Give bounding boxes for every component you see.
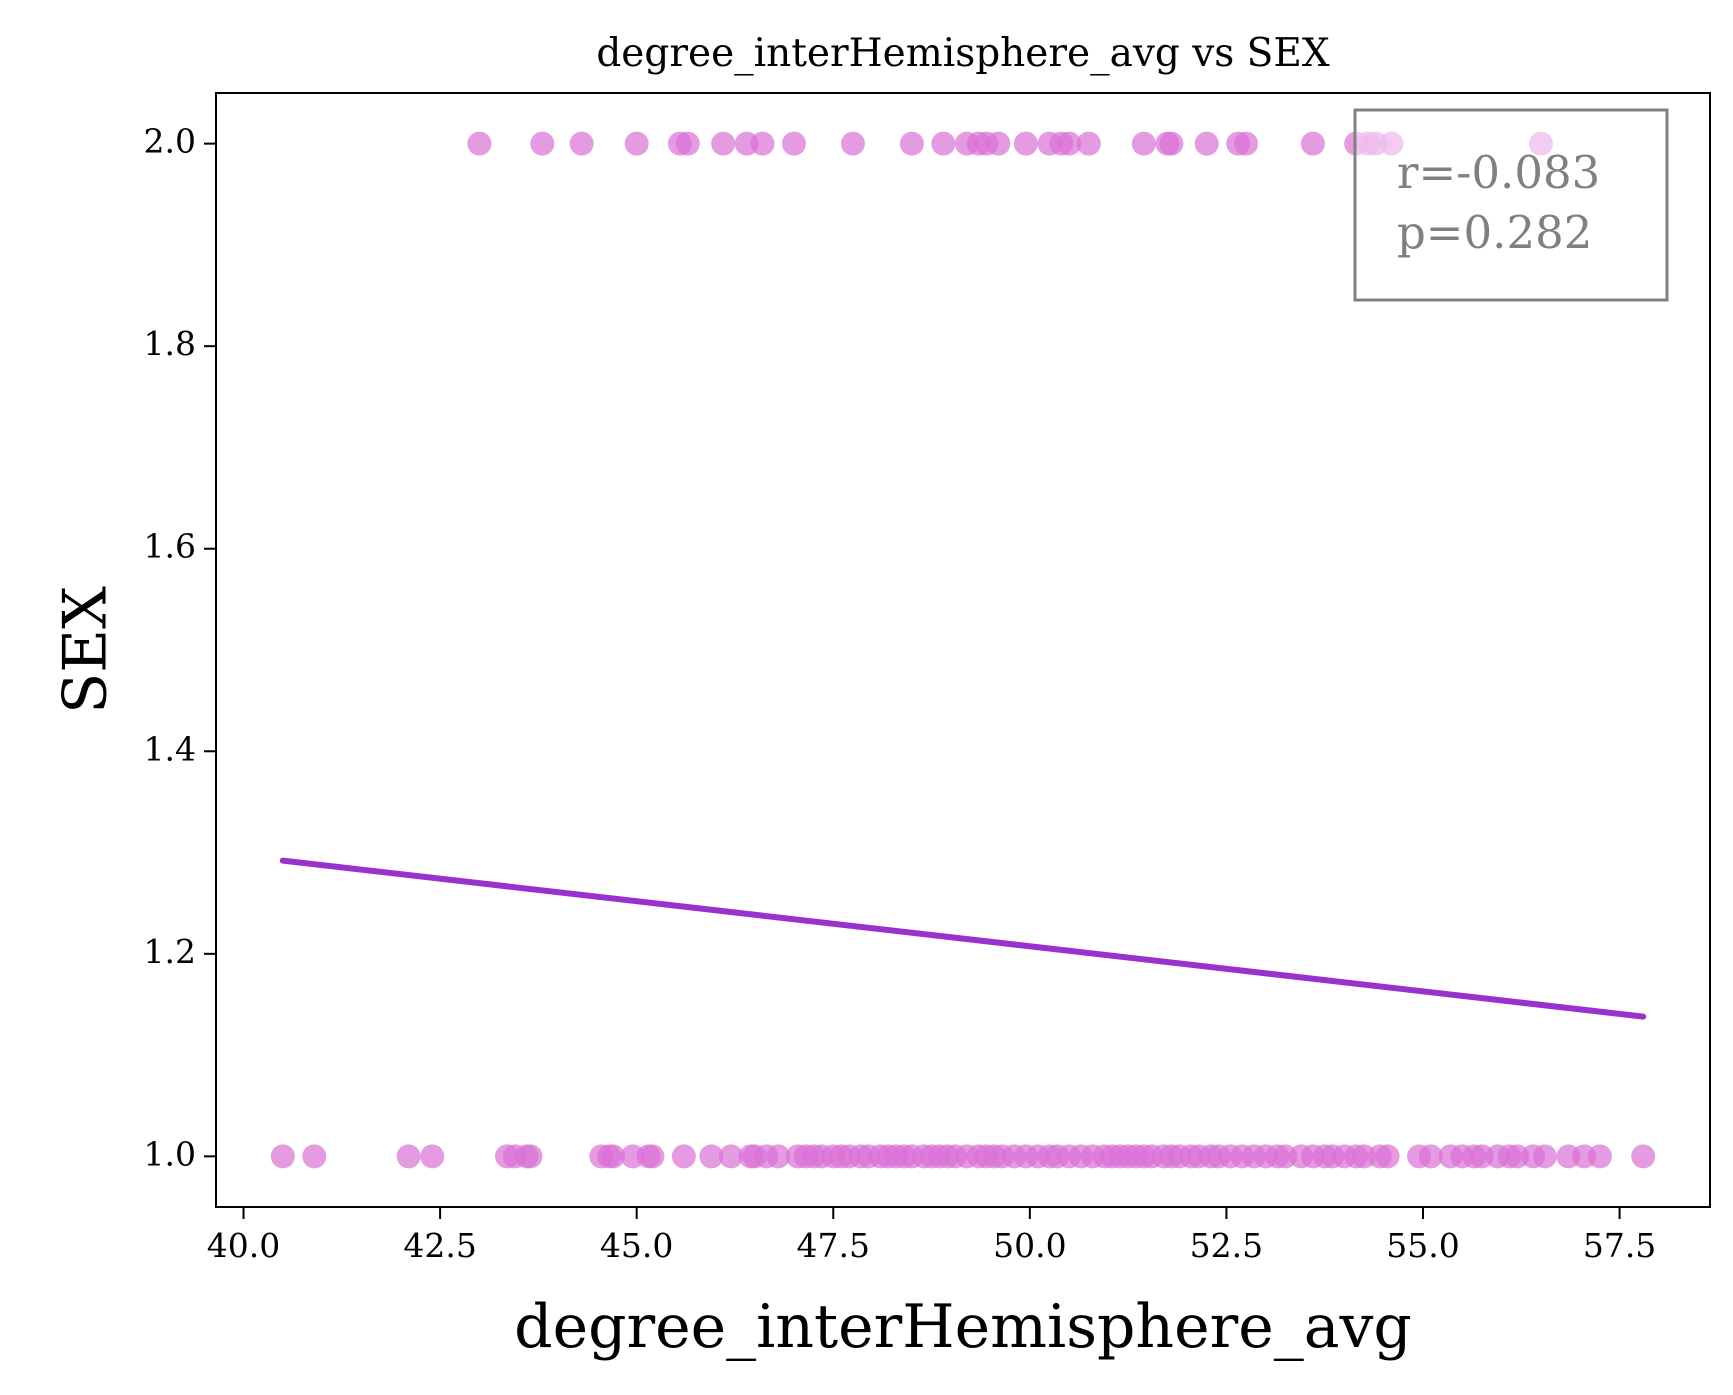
chart-title: degree_interHemisphere_avg vs SEX bbox=[596, 31, 1330, 76]
plot-frame bbox=[215, 92, 1711, 1208]
y-tick-label: 2.0 bbox=[144, 122, 196, 161]
data-point bbox=[1057, 131, 1082, 156]
y-tick-label: 1.2 bbox=[144, 932, 196, 971]
x-tick-label: 55.0 bbox=[1386, 1226, 1459, 1265]
data-point bbox=[1587, 1144, 1612, 1169]
data-point bbox=[467, 131, 492, 156]
annotation-p-value: p=0.282 bbox=[1397, 206, 1592, 259]
y-tick-label: 1.4 bbox=[144, 729, 196, 768]
x-axis-label: degree_interHemisphere_avg bbox=[514, 1292, 1412, 1362]
x-tick-label: 40.0 bbox=[207, 1226, 280, 1265]
data-point bbox=[1532, 1144, 1557, 1169]
x-tick-label: 57.5 bbox=[1583, 1226, 1656, 1265]
data-point bbox=[781, 131, 806, 156]
data-point bbox=[766, 1144, 791, 1169]
y-axis-label: SEX bbox=[51, 586, 121, 714]
data-point bbox=[675, 131, 700, 156]
data-point bbox=[931, 131, 956, 156]
data-point bbox=[396, 1144, 421, 1169]
x-axis: 40.0 42.5 45.0 47.5 50.0 52.5 55.0 57.5 bbox=[207, 1207, 1656, 1265]
x-tick-label: 45.0 bbox=[600, 1226, 673, 1265]
data-point bbox=[569, 131, 594, 156]
data-point bbox=[270, 1144, 295, 1169]
data-point bbox=[1159, 131, 1184, 156]
data-point bbox=[719, 1144, 744, 1169]
annotation-r-value: r=-0.083 bbox=[1397, 146, 1600, 199]
x-tick-label: 42.5 bbox=[403, 1226, 476, 1265]
y-tick-label: 1.8 bbox=[144, 324, 196, 363]
data-point bbox=[1013, 131, 1038, 156]
data-point bbox=[1418, 1144, 1443, 1169]
data-point bbox=[518, 1144, 543, 1169]
data-point bbox=[750, 131, 775, 156]
data-point bbox=[711, 131, 736, 156]
y-axis: 1.0 1.2 1.4 1.6 1.8 2.0 bbox=[144, 122, 216, 1173]
data-point bbox=[1194, 131, 1219, 156]
data-point bbox=[640, 1144, 665, 1169]
data-point bbox=[840, 131, 865, 156]
annotation-layer: r=-0.083 p=0.282 bbox=[1353, 108, 1669, 302]
y-tick-label: 1.6 bbox=[144, 527, 196, 566]
data-point bbox=[1631, 1144, 1656, 1169]
data-point bbox=[601, 1144, 626, 1169]
data-point bbox=[1300, 131, 1325, 156]
data-point bbox=[1131, 131, 1156, 156]
y-tick-label: 1.0 bbox=[144, 1134, 196, 1173]
data-point bbox=[624, 131, 649, 156]
annotation-box bbox=[1353, 108, 1669, 302]
data-point bbox=[302, 1144, 327, 1169]
points-layer bbox=[270, 131, 1656, 1169]
regression-line-layer bbox=[279, 857, 1647, 1020]
data-point bbox=[986, 131, 1011, 156]
x-tick-label: 50.0 bbox=[993, 1226, 1066, 1265]
data-point bbox=[899, 131, 924, 156]
data-point bbox=[1076, 131, 1101, 156]
data-point bbox=[699, 1144, 724, 1169]
regression-line bbox=[279, 857, 1647, 1020]
data-point bbox=[1375, 1144, 1400, 1169]
data-point bbox=[420, 1144, 445, 1169]
x-tick-label: 52.5 bbox=[1190, 1226, 1263, 1265]
x-tick-label: 47.5 bbox=[797, 1226, 870, 1265]
data-point bbox=[530, 131, 555, 156]
data-point bbox=[671, 1144, 696, 1169]
data-point bbox=[1234, 131, 1259, 156]
